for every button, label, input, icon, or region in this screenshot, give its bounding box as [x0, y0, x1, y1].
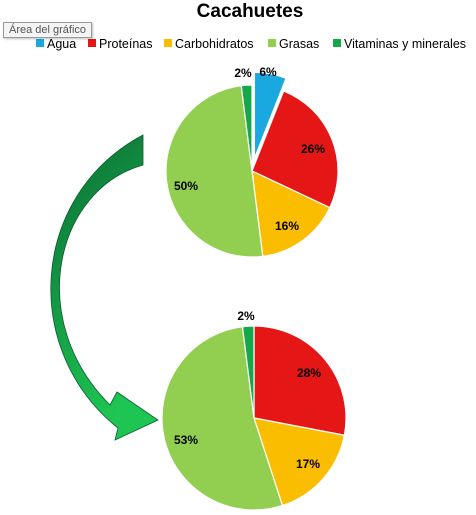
- pie-slice-carbohidratos[interactable]: [253, 417, 346, 507]
- data-label-vitaminas-y-minerales: 2%: [234, 66, 252, 80]
- legend-swatch-proteinas: [88, 39, 96, 47]
- legend-label-agua: Agua: [47, 37, 76, 51]
- pie-chart-before: 6% 26% 16% 50% 2%: [165, 65, 339, 258]
- pie-slice-carbohidratos[interactable]: [251, 169, 331, 257]
- curved-arrow: [50, 134, 159, 441]
- legend-label-grasas: Grasas: [279, 37, 319, 51]
- tooltip: Área del gráfico: [3, 22, 93, 38]
- legend-label-proteinas: Proteínas: [99, 37, 153, 51]
- pie-slice-grasas[interactable]: [161, 326, 284, 511]
- legend-swatch-vitaminas-y-minerales: [333, 39, 341, 47]
- data-label-agua: 6%: [259, 65, 277, 79]
- pie-slice-proteinas[interactable]: [251, 90, 339, 209]
- chart-title: Cacahuetes: [197, 1, 304, 22]
- legend-swatch-carbohidratos: [164, 39, 172, 47]
- data-label-grasas: 53%: [174, 433, 198, 447]
- pie-chart-after: 28% 17% 53% 2%: [161, 309, 347, 511]
- data-label-grasas: 50%: [174, 179, 198, 193]
- legend-label-carbohidratos: Carbohidratos: [175, 37, 254, 51]
- pie-slice-grasas[interactable]: [165, 85, 264, 258]
- legend-swatch-agua: [36, 39, 44, 47]
- data-label-proteinas: 26%: [301, 142, 325, 156]
- data-label-vitaminas-y-minerales: 2%: [237, 309, 255, 323]
- legend-label-vitaminas-y-minerales: Vitaminas y minerales: [344, 37, 466, 51]
- legend-swatch-grasas: [268, 39, 276, 47]
- data-label-proteinas: 28%: [297, 366, 321, 380]
- pie-slice-vitaminas-y-minerales[interactable]: [240, 84, 253, 172]
- pie-slice-agua[interactable]: [253, 71, 287, 159]
- data-label-carbohidratos: 17%: [296, 457, 320, 471]
- pie-slice-proteinas[interactable]: [253, 325, 347, 436]
- legend: Agua Proteínas Carbohidratos Grasas Vitamina…: [36, 37, 466, 51]
- data-label-carbohidratos: 16%: [275, 219, 299, 233]
- pie-slice-vitaminas-y-minerales[interactable]: [241, 325, 255, 419]
